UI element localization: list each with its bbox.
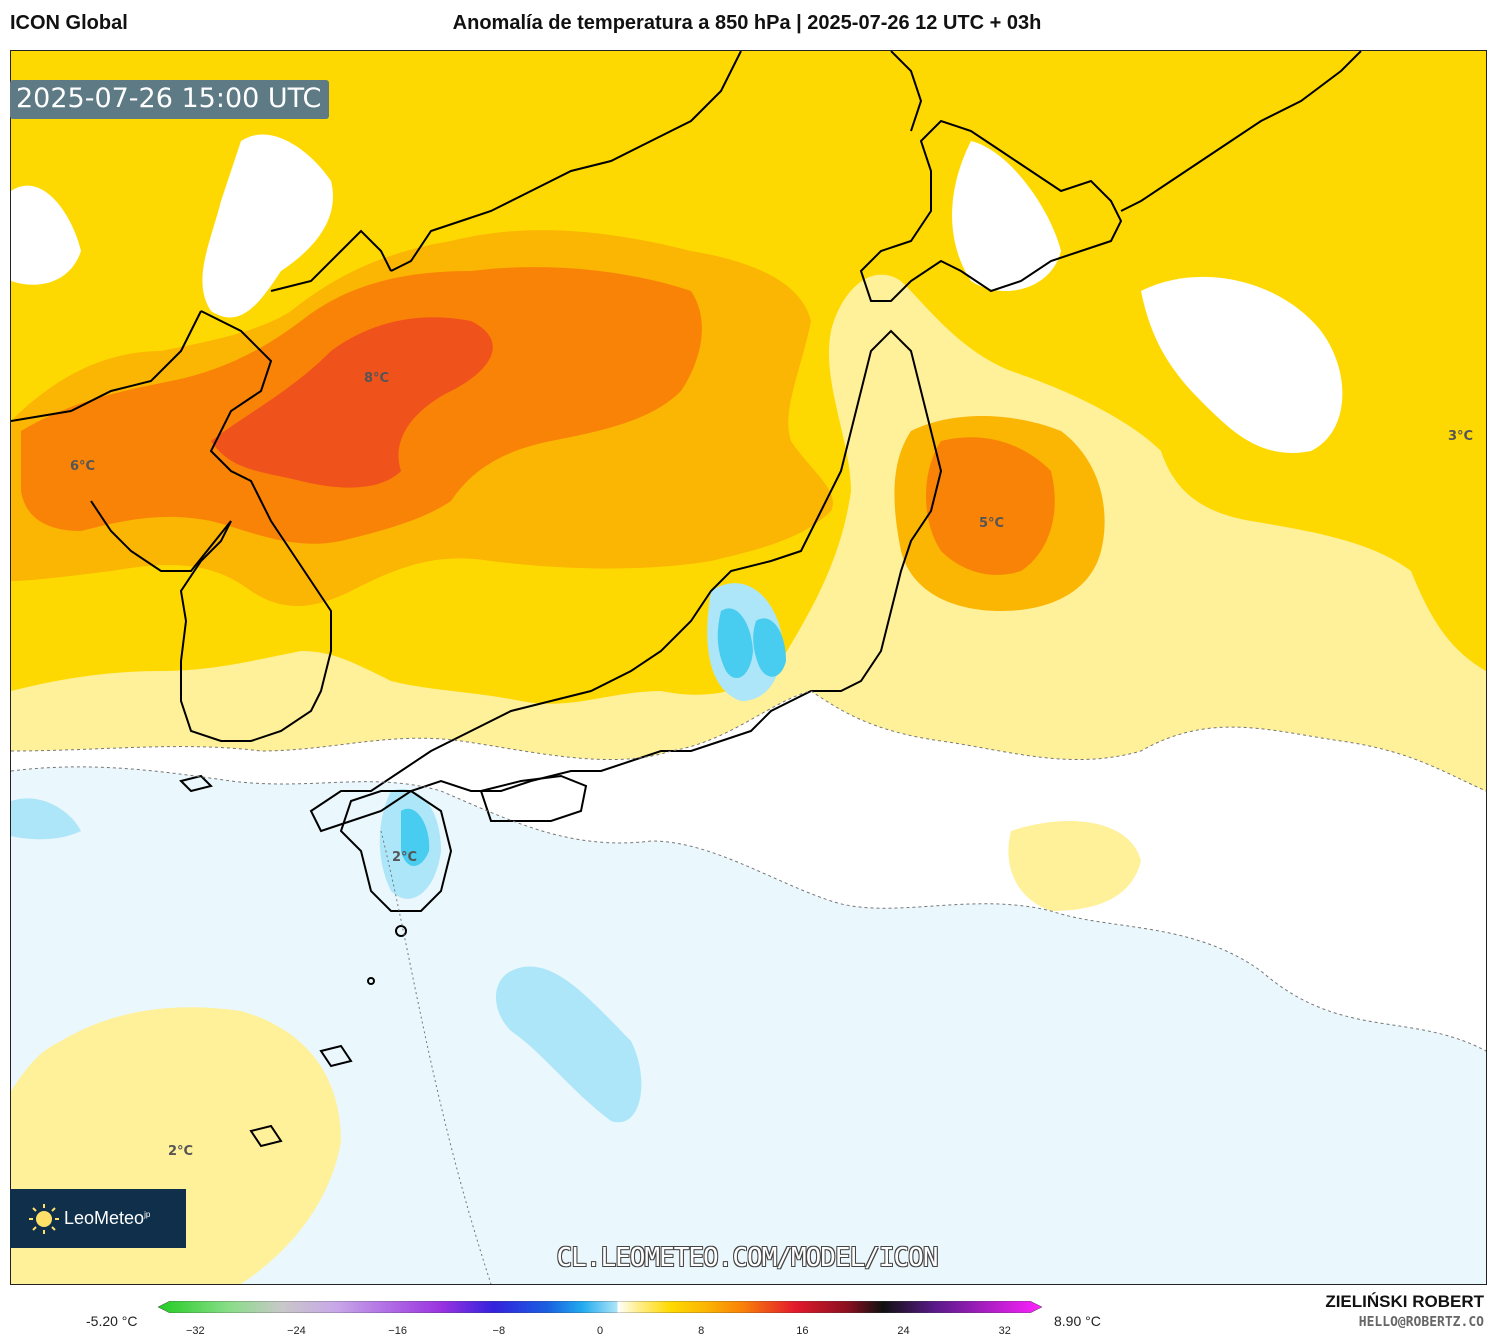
colorbar [158,1301,1042,1313]
valid-time-badge: 2025-07-26 15:00 UTC [10,80,330,119]
temp-label: 6°C [70,459,96,474]
source-url[interactable]: CL.LEOMETEO.COM/MODEL/ICON [556,1243,939,1273]
colorbar-tick: −8 [492,1325,506,1337]
temp-label: 5°C [979,516,1005,531]
sun-icon [29,1203,59,1234]
colorbar-tick: 8 [698,1325,705,1337]
colorbar-max-label: 8.90 °C [1054,1313,1101,1329]
colorbar-tick: 32 [998,1325,1011,1337]
colorbar-min-label: -5.20 °C [86,1313,138,1329]
temp-label: 2°C [168,1144,194,1159]
temp-label: 8°C [364,371,390,386]
logo-text: LeoMeteojp [64,1208,151,1228]
author-name: ZIELIŃSKI ROBERT [1325,1292,1484,1311]
leometeo-logo[interactable]: LeoMeteojp [10,1189,186,1248]
colorbar-tick: −16 [388,1325,407,1337]
colorbar-tick: 16 [796,1325,809,1337]
map-panel[interactable] [10,50,1487,1285]
temp-label: 3°C [1448,429,1474,444]
temperature-anomaly-map [11,51,1486,1284]
colorbar-tick: 24 [897,1325,910,1337]
map-title: Anomalía de temperatura a 850 hPa | 2025… [452,12,1042,34]
author-email[interactable]: HELLO@ROBERTZ.CO [1358,1315,1484,1330]
colorbar-tick: 0 [596,1325,604,1337]
colorbar-tick: −24 [287,1325,306,1337]
temp-label: 2°C [392,850,418,865]
colorbar-tick: −32 [185,1325,205,1337]
model-name: ICON Global [10,12,128,34]
